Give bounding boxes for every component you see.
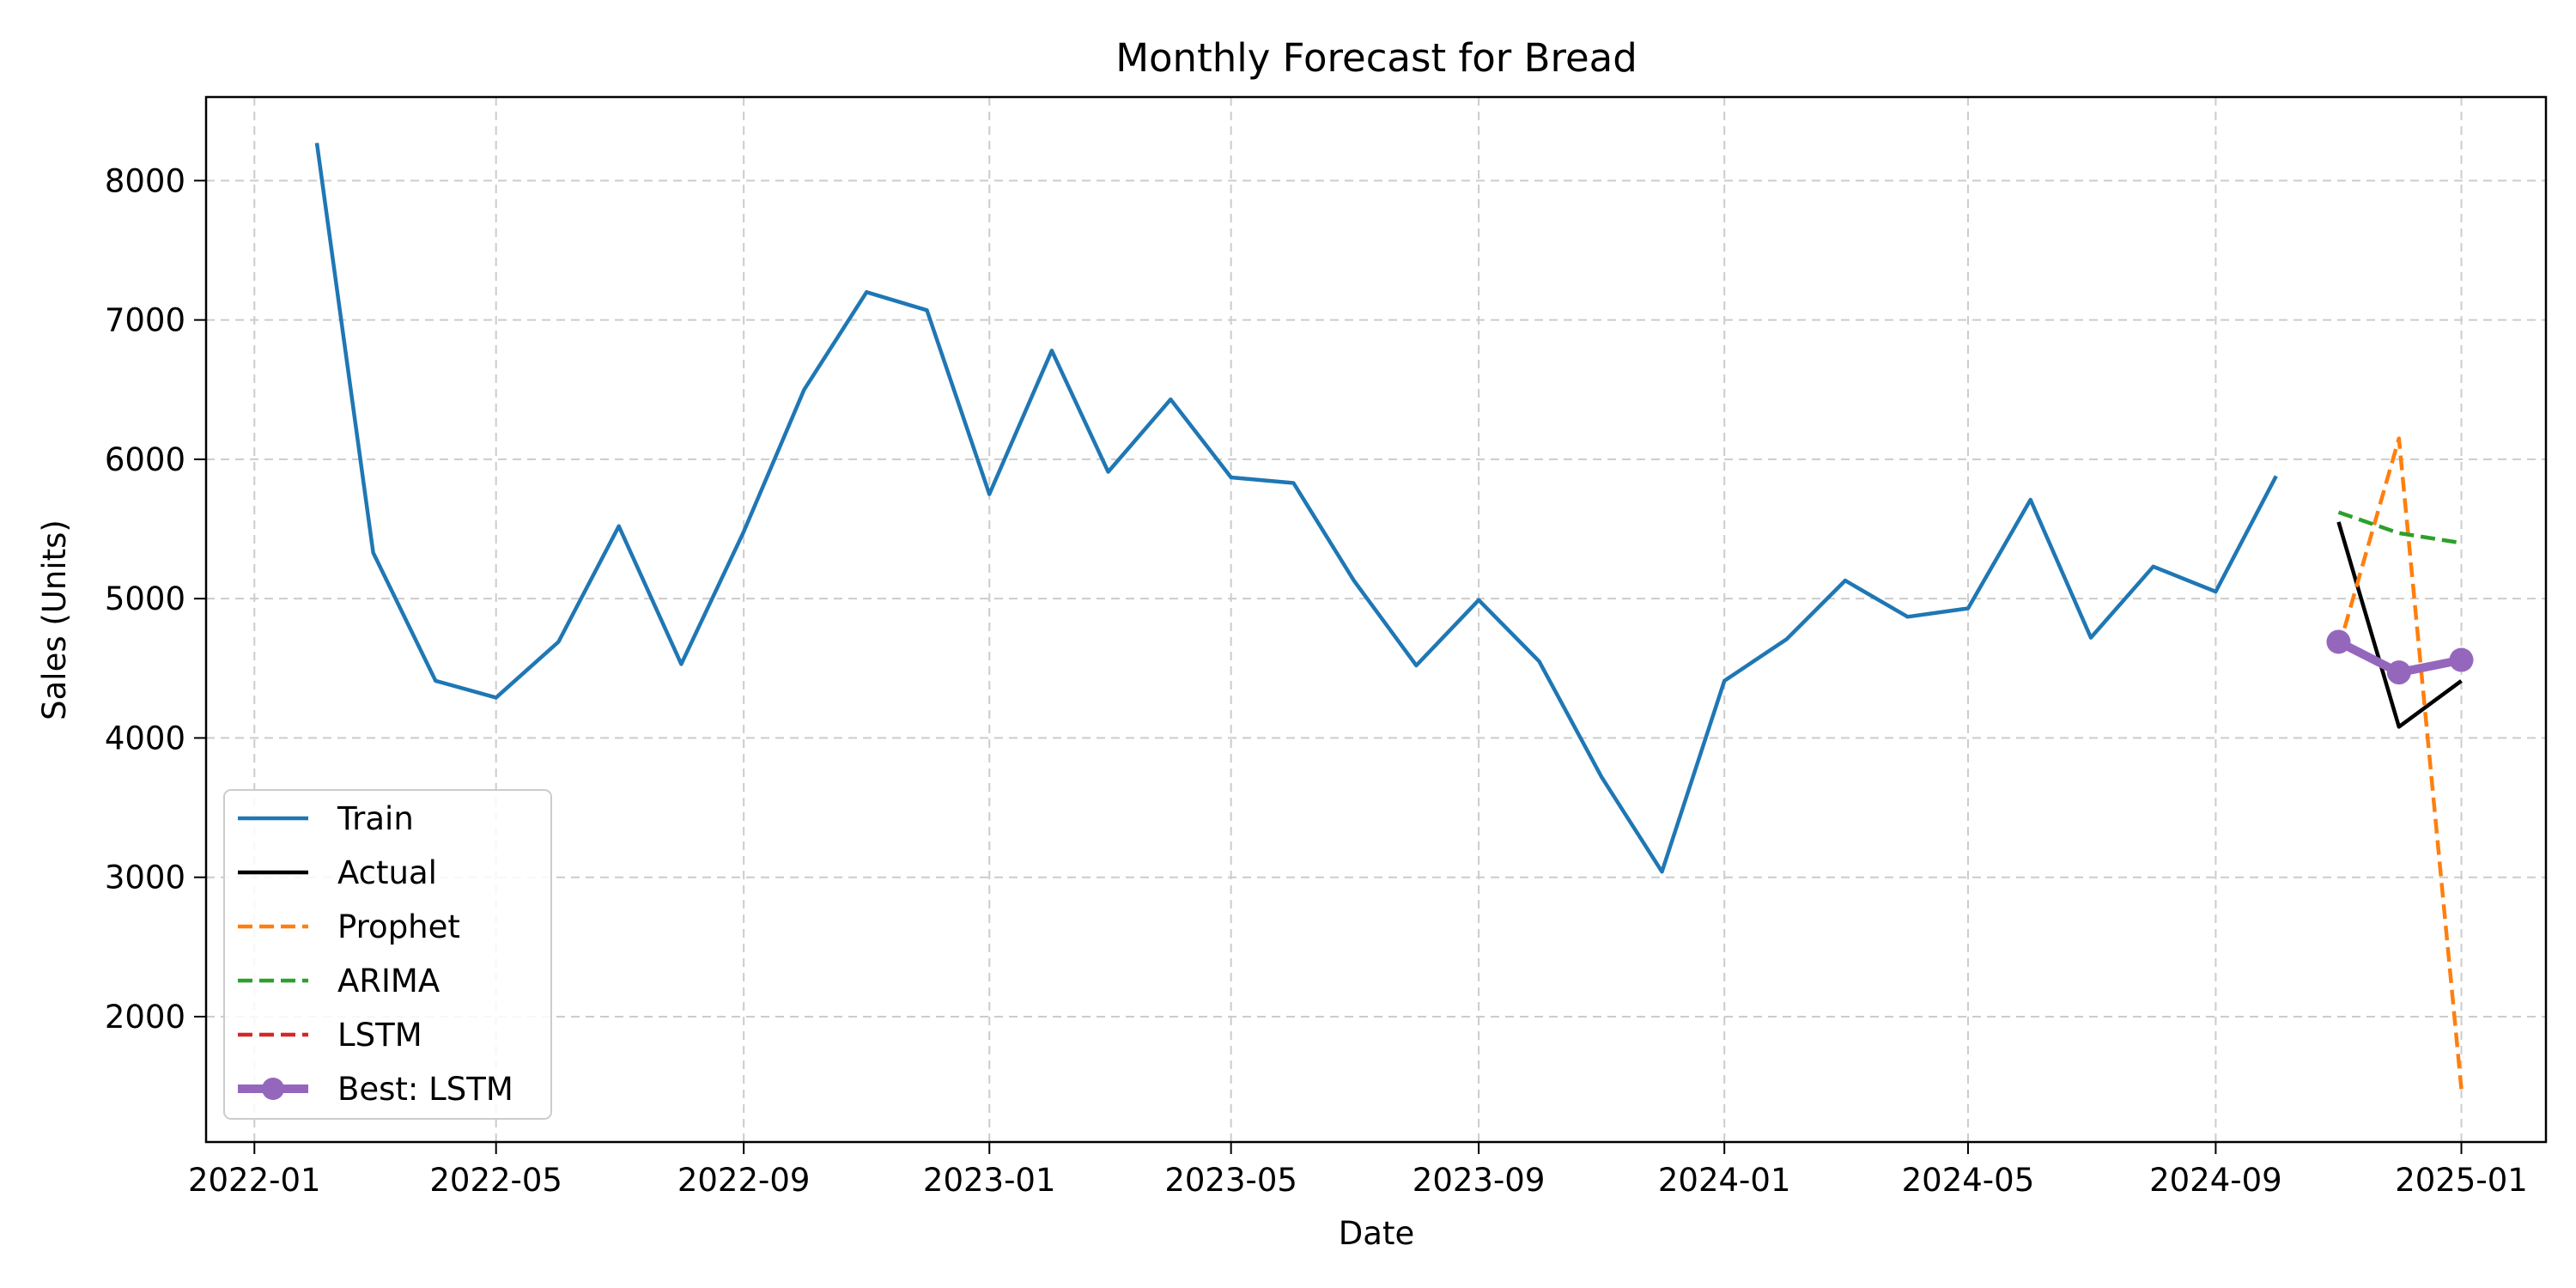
y-tick-label: 2000 xyxy=(105,999,185,1036)
x-axis-label: Date xyxy=(1339,1215,1414,1252)
series-line-train xyxy=(314,143,2278,874)
y-tick-label: 3000 xyxy=(105,860,185,896)
data-point-best-lstm xyxy=(2326,629,2351,654)
y-tick-label: 7000 xyxy=(105,302,185,339)
x-tick-label: 2022-09 xyxy=(677,1162,811,1199)
chart-title: Monthly Forecast for Bread xyxy=(1115,35,1637,81)
x-tick-label: 2023-01 xyxy=(923,1162,1056,1199)
legend: Train Actual Prophet ARIMA LSTM Best: LSTM xyxy=(223,789,552,1120)
x-tick-label: 2023-05 xyxy=(1164,1162,1297,1199)
series-layer xyxy=(314,143,2474,1090)
legend-label-lstm: LSTM xyxy=(337,1017,422,1054)
x-tick-label: 2022-05 xyxy=(429,1162,562,1199)
legend-box xyxy=(223,789,552,1120)
plot-frame xyxy=(204,95,2548,1144)
legend-label-prophet: Prophet xyxy=(337,908,460,945)
x-tick-label: 2024-05 xyxy=(1902,1162,2035,1199)
x-tick-label: 2025-01 xyxy=(2395,1162,2528,1199)
legend-marker-best-lstm xyxy=(262,1078,284,1100)
x-tick-label: 2024-01 xyxy=(1658,1162,1791,1199)
legend-label-best-lstm: Best: LSTM xyxy=(337,1071,513,1108)
y-tick-label: 5000 xyxy=(105,580,185,617)
data-point-best-lstm xyxy=(2386,660,2411,685)
series-line-prophet xyxy=(2336,436,2464,1090)
legend-label-arima: ARIMA xyxy=(337,963,440,999)
grid xyxy=(206,97,2546,1142)
legend-label-train: Train xyxy=(337,800,414,837)
data-point-best-lstm xyxy=(2449,647,2474,672)
y-tick-label: 8000 xyxy=(105,162,185,199)
y-tick-label: 4000 xyxy=(105,720,185,756)
legend-label-actual: Actual xyxy=(337,854,437,891)
series-line-actual xyxy=(2336,521,2463,729)
x-tick-label: 2024-09 xyxy=(2149,1162,2282,1199)
x-tick-label: 2023-09 xyxy=(1413,1162,1546,1199)
axis-ticks: 2022-01 2022-05 2022-09 2023-01 2023-05 2023-… xyxy=(105,162,2528,1199)
y-tick-label: 6000 xyxy=(105,441,185,478)
x-tick-label: 2022-01 xyxy=(188,1162,321,1199)
y-axis-label: Sales (Units) xyxy=(36,519,73,720)
